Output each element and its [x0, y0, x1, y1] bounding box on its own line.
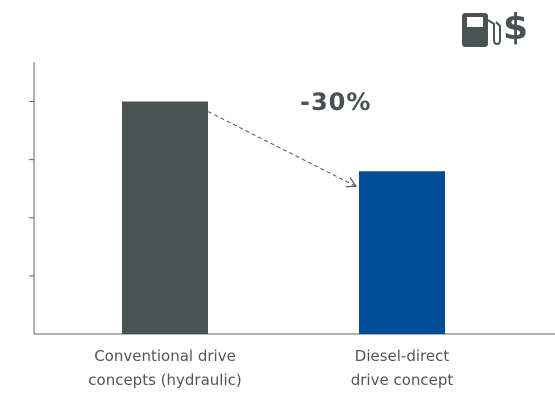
- reduction-arrow: [207, 111, 358, 188]
- bars-group: [122, 101, 445, 335]
- bar-diesel-direct: [359, 171, 445, 334]
- reduction-label: -30%: [300, 88, 372, 116]
- dollar-sign-icon: $: [503, 7, 529, 48]
- category-label-conventional: Conventional drive concepts (hydraulic): [88, 347, 242, 389]
- category-label-diesel-direct: Diesel-direct drive concept: [350, 347, 454, 389]
- y-axis-ticks: [29, 101, 34, 277]
- bar-conventional: [122, 101, 208, 335]
- fuel-pump-icon: [462, 13, 501, 47]
